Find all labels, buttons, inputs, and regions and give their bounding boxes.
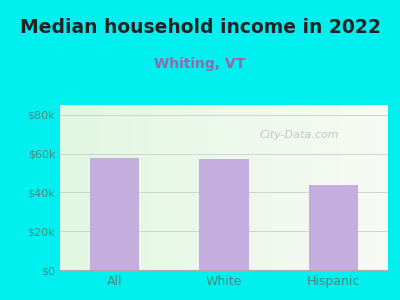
- Bar: [309, 184, 358, 270]
- Text: City-Data.com: City-Data.com: [260, 130, 339, 140]
- Text: Median household income in 2022: Median household income in 2022: [20, 18, 380, 37]
- Bar: [199, 159, 248, 270]
- Bar: [90, 158, 139, 270]
- Text: Whiting, VT: Whiting, VT: [154, 57, 246, 71]
